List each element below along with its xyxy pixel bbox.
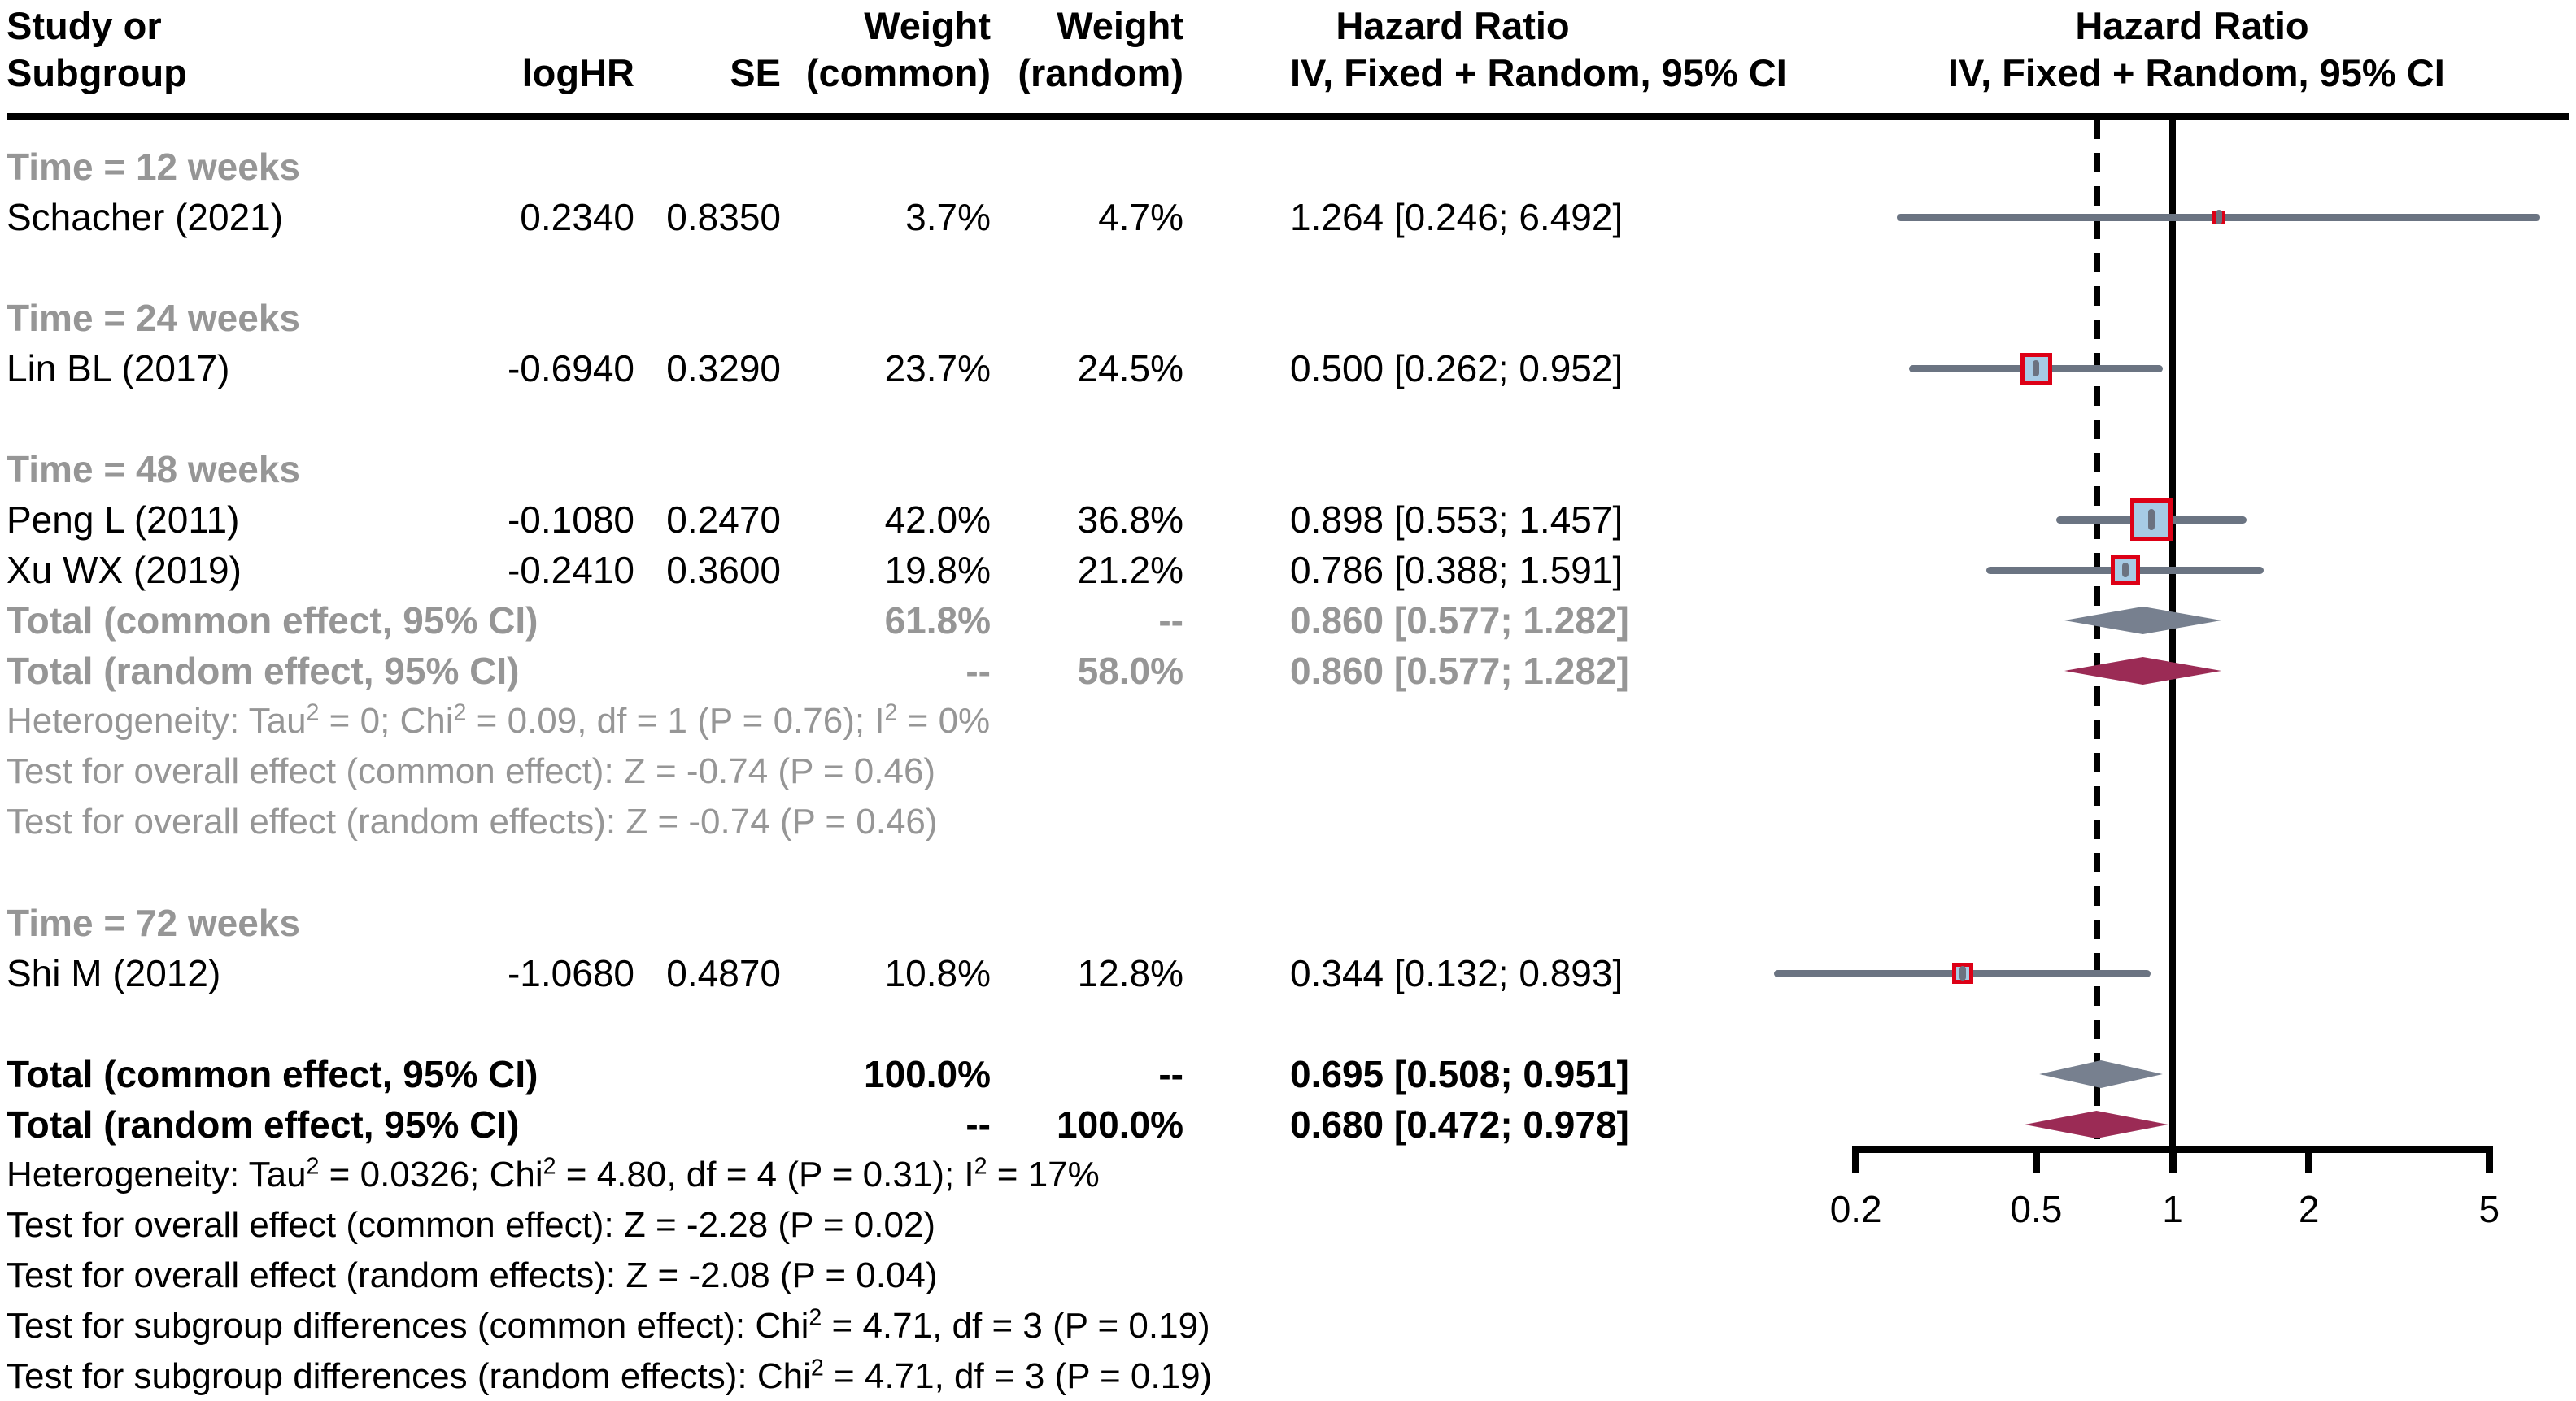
stat-line: Test for subgroup differences (random ef… — [7, 1355, 1213, 1396]
marker-center-tick — [2215, 210, 2222, 224]
weight-common-value: 10.8% — [884, 952, 991, 994]
loghr-value: -0.6940 — [507, 347, 634, 389]
column-header-study-line1: Study or — [7, 4, 162, 47]
hr-ci-text: 0.695 [0.508; 0.951] — [1290, 1053, 1629, 1095]
column-header-loghr: logHR — [521, 51, 634, 94]
se-value: 0.2470 — [666, 498, 781, 541]
total-label: Total (random effect, 95% CI) — [7, 650, 520, 692]
weight-random-value: 4.7% — [1098, 196, 1183, 238]
axis-tick — [2168, 1146, 2177, 1173]
se-value: 0.8350 — [666, 196, 781, 238]
stat-line: Test for overall effect (common effect):… — [7, 1205, 936, 1245]
column-header-weight-common-line2: (common) — [805, 51, 991, 94]
stat-line: Test for subgroup differences (common ef… — [7, 1304, 1210, 1346]
study-name: Xu WX (2019) — [7, 549, 242, 591]
weight-common-value: 61.8% — [884, 599, 991, 642]
loghr-value: 0.2340 — [520, 196, 634, 238]
axis-tick-label: 0.2 — [1829, 1188, 1882, 1230]
diamond-random — [2064, 657, 2222, 685]
weight-random-value: 36.8% — [1077, 498, 1183, 541]
weight-common-value: 42.0% — [884, 498, 991, 541]
axis-tick-label: 0.5 — [2010, 1188, 2063, 1230]
study-name: Shi M (2012) — [7, 952, 221, 994]
axis-tick — [2305, 1146, 2313, 1173]
axis-tick — [2032, 1146, 2040, 1173]
subgroup-label: Time = 72 weeks — [7, 902, 301, 944]
study-name: Schacher (2021) — [7, 196, 284, 238]
stat-line: Heterogeneity: Tau2 = 0; Chi2 = 0.09, df… — [7, 699, 991, 741]
subgroup-label: Time = 48 weeks — [7, 448, 301, 490]
weight-random-value: 12.8% — [1077, 952, 1183, 994]
column-header-se: SE — [730, 51, 781, 94]
total-label: Total (common effect, 95% CI) — [7, 1053, 538, 1095]
stat-line: Heterogeneity: Tau2 = 0.0326; Chi2 = 4.8… — [7, 1153, 1100, 1194]
hr-ci-text: 0.786 [0.388; 1.591] — [1290, 549, 1624, 591]
study-name: Peng L (2011) — [7, 498, 240, 541]
hr-ci-text: 0.860 [0.577; 1.282] — [1290, 599, 1629, 642]
diamond-common — [2064, 607, 2222, 634]
column-header-study-line2: Subgroup — [7, 51, 187, 94]
marker-center-tick — [2147, 509, 2155, 530]
total-label: Total (common effect, 95% CI) — [7, 599, 538, 642]
diamond-random — [2025, 1111, 2168, 1138]
axis-tick-label: 1 — [2162, 1188, 2183, 1230]
total-label: Total (random effect, 95% CI) — [7, 1103, 520, 1146]
weight-common-value: 3.7% — [905, 196, 991, 238]
study-name: Lin BL (2017) — [7, 347, 230, 389]
stat-line: Test for overall effect (random effects)… — [7, 1255, 938, 1295]
marker-center-tick — [2033, 360, 2040, 376]
marker-center-tick — [1959, 966, 1966, 981]
weight-random-value: 24.5% — [1077, 347, 1183, 389]
axis-tick-label: 2 — [2298, 1188, 2320, 1230]
hr-ci-text: 0.860 [0.577; 1.282] — [1290, 650, 1629, 692]
marker-center-tick — [2121, 563, 2129, 577]
axis-tick — [1852, 1146, 1860, 1173]
axis-tick-label: 5 — [2478, 1188, 2500, 1230]
weight-common-value: -- — [965, 650, 991, 692]
weight-random-value: -- — [1158, 1053, 1183, 1095]
hr-ci-text: 1.264 [0.246; 6.492] — [1290, 196, 1624, 238]
subgroup-label: Time = 24 weeks — [7, 297, 301, 339]
column-header-weight-random-line2: (random) — [1018, 51, 1183, 94]
axis-tick — [2485, 1146, 2493, 1173]
column-header-weight-random-line1: Weight — [1057, 4, 1183, 47]
loghr-value: -0.1080 — [507, 498, 634, 541]
weight-random-value: -- — [1158, 599, 1183, 642]
stat-line: Test for overall effect (common effect):… — [7, 751, 936, 791]
loghr-value: -0.2410 — [507, 549, 634, 591]
reference-line-dashed — [2093, 120, 2100, 1149]
weight-common-value: 23.7% — [884, 347, 991, 389]
hr-ci-text: 0.898 [0.553; 1.457] — [1290, 498, 1624, 541]
weight-random-value: 21.2% — [1077, 549, 1183, 591]
weight-random-value: 100.0% — [1056, 1103, 1183, 1146]
subgroup-label: Time = 12 weeks — [7, 146, 301, 188]
hr-ci-text: 0.680 [0.472; 0.978] — [1290, 1103, 1629, 1146]
hr-ci-text: 0.500 [0.262; 0.952] — [1290, 347, 1624, 389]
loghr-value: -1.0680 — [507, 952, 634, 994]
diamond-common — [2039, 1060, 2163, 1088]
se-value: 0.3600 — [666, 549, 781, 591]
hr-ci-text: 0.344 [0.132; 0.893] — [1290, 952, 1624, 994]
reference-line-solid — [2169, 120, 2176, 1149]
column-header-hr-text-line2: IV, Fixed + Random, 95% CI — [1290, 51, 1787, 94]
column-header-hr-plot-line1: Hazard Ratio — [2075, 4, 2309, 47]
column-header-weight-common-line1: Weight — [864, 4, 991, 47]
weight-common-value: -- — [965, 1103, 991, 1146]
column-header-hr-text-line1: Hazard Ratio — [1336, 4, 1570, 47]
header-rule — [7, 113, 2569, 120]
stat-line: Test for overall effect (random effects)… — [7, 802, 938, 842]
se-value: 0.4870 — [666, 952, 781, 994]
se-value: 0.3290 — [666, 347, 781, 389]
weight-common-value: 19.8% — [884, 549, 991, 591]
weight-common-value: 100.0% — [863, 1053, 991, 1095]
weight-random-value: 58.0% — [1077, 650, 1183, 692]
column-header-hr-plot-line2: IV, Fixed + Random, 95% CI — [1948, 51, 2445, 94]
